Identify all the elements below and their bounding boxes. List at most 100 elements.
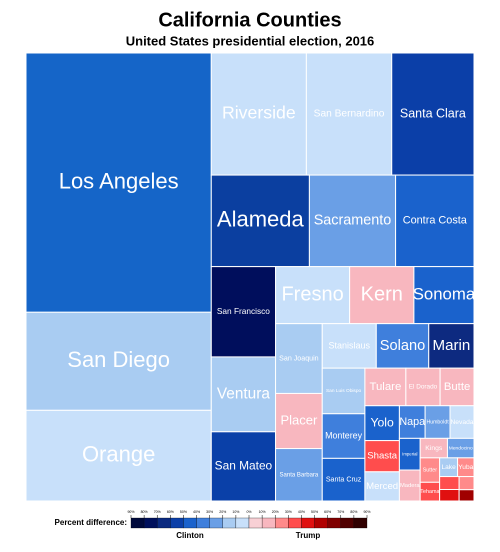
county-label: Butte — [444, 381, 470, 393]
county-tile — [449, 405, 475, 439]
legend-swatch — [143, 517, 158, 529]
county-tile — [391, 52, 475, 176]
legend-swatch — [327, 517, 341, 529]
county-label: San Mateo — [215, 459, 273, 473]
county-label: Santa Clara — [400, 106, 466, 120]
legend-swatch — [183, 517, 197, 529]
legend-swatch — [235, 517, 250, 529]
county-tile — [458, 489, 475, 502]
county-tile — [375, 323, 430, 369]
county-tile — [321, 367, 366, 415]
legend-title: Percent difference: — [55, 518, 127, 527]
legend-tick-label: 40% — [193, 510, 200, 514]
county-label: Tehama — [420, 489, 439, 495]
legend-tick-label: 30% — [206, 510, 213, 514]
legend-swatch — [301, 517, 315, 529]
legend-tick-label: 10% — [259, 510, 266, 514]
county-tile — [210, 431, 277, 502]
county-label: Kern — [361, 283, 403, 305]
legend-tick-label: 80% — [141, 510, 148, 514]
county-label: Mendocino — [449, 445, 473, 451]
county-label: Sacramento — [314, 213, 392, 229]
legend-tick-label: 60% — [324, 510, 331, 514]
legend-tick-label: 80% — [350, 510, 357, 514]
legend-tick-label: 30% — [285, 510, 292, 514]
legend-tick-label: 20% — [272, 510, 279, 514]
legend-tick-label: 10% — [232, 510, 239, 514]
county-tile — [439, 489, 460, 502]
chart-title: California Counties — [158, 9, 341, 31]
county-label: Humboldt — [426, 419, 449, 425]
county-label: Napa — [399, 416, 425, 428]
county-label: Merced — [366, 481, 398, 492]
county-label: Sutter — [423, 468, 438, 474]
legend-swatch — [157, 517, 171, 529]
legend-right-label: Trump — [296, 531, 321, 540]
county-label: Nevada — [450, 419, 473, 426]
legend-swatch — [275, 517, 289, 529]
county-label: Santa Barbara — [280, 472, 319, 478]
county-label: Fresno — [281, 283, 343, 305]
legend-swatch — [261, 517, 276, 529]
county-tile — [25, 409, 212, 502]
chart-subtitle: United States presidential election, 201… — [126, 33, 375, 48]
county-label: Yuba — [458, 464, 473, 471]
legend-tick-label: 70% — [337, 510, 344, 514]
county-label: Contra Costa — [403, 215, 468, 227]
county-label: Imperial — [402, 451, 417, 456]
county-tile — [439, 367, 475, 407]
county-label: San Joaquin — [279, 354, 318, 362]
legend-tick-label: 0% — [246, 510, 251, 514]
legend-tick-label: 70% — [154, 510, 161, 514]
county-tile — [308, 174, 397, 268]
county-label: Monterey — [325, 430, 363, 440]
county-label: El Dorado — [409, 384, 438, 391]
county-tile — [364, 440, 400, 473]
county-tile — [275, 448, 323, 502]
legend-swatch — [340, 517, 355, 529]
legend-tick-label: 50% — [311, 510, 318, 514]
county-label: Yolo — [371, 415, 394, 429]
county-label: Tulare — [369, 381, 401, 393]
county-label: Solano — [380, 338, 425, 354]
county-tile — [275, 323, 323, 394]
county-tile — [321, 413, 366, 459]
legend-swatch — [130, 517, 145, 529]
county-tile — [275, 392, 323, 450]
county-tile — [428, 323, 475, 369]
county-label: San Diego — [67, 347, 170, 372]
county-tile — [398, 405, 426, 439]
legend-swatch — [209, 517, 223, 529]
county-label: Marin — [433, 337, 471, 354]
county-label: Orange — [82, 441, 155, 466]
county-label: Placer — [280, 412, 318, 427]
county-label: Los Angeles — [59, 168, 179, 193]
county-label: Alameda — [217, 207, 305, 232]
legend-swatch — [353, 517, 368, 529]
county-tile — [439, 476, 460, 491]
county-label: Stanislaus — [329, 340, 371, 350]
county-label: Riverside — [222, 103, 296, 123]
legend-swatch — [222, 517, 237, 529]
county-label: Lake — [441, 464, 456, 471]
county-tile — [458, 476, 475, 491]
county-label: Sonoma — [413, 285, 476, 304]
county-label: Santa Cruz — [326, 476, 362, 484]
legend-tick-label: 90% — [127, 510, 134, 514]
county-tile — [364, 405, 400, 442]
county-tile — [349, 266, 415, 325]
county-tile — [25, 311, 212, 411]
county-tile — [25, 52, 212, 313]
county-label: Madera — [400, 483, 420, 489]
legend-swatch — [196, 517, 210, 529]
legend-tick-label: 60% — [167, 510, 174, 514]
county-label: Shasta — [367, 451, 398, 462]
county-tile — [210, 52, 307, 176]
legend-tick-label: 20% — [219, 510, 226, 514]
county-label: Ventura — [217, 385, 270, 402]
legend-tick-label: 50% — [180, 510, 187, 514]
county-label: San Francisco — [217, 306, 270, 316]
legend-swatch — [248, 517, 263, 529]
